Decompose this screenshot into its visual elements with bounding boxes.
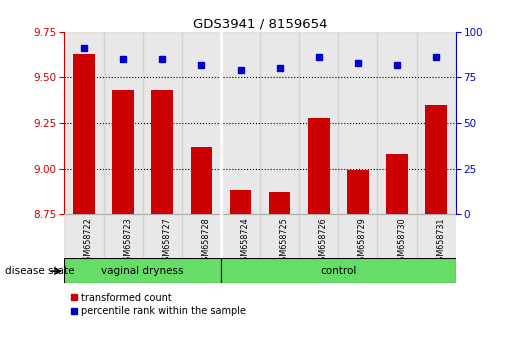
Text: GSM658724: GSM658724 [241,218,249,266]
Text: control: control [320,266,356,276]
Text: GSM658730: GSM658730 [397,218,406,266]
Text: GSM658727: GSM658727 [162,218,171,267]
Bar [221,258,456,283]
Bar [64,258,221,283]
Bar [425,105,447,214]
Bar [377,32,417,214]
Bar [417,32,456,214]
Bar [73,54,95,214]
Text: disease state: disease state [5,266,75,276]
Text: GSM658726: GSM658726 [319,218,328,266]
Bar [112,90,134,214]
Bar [338,32,377,214]
Bar [104,32,143,214]
Bar [299,32,338,214]
Text: GSM658729: GSM658729 [358,218,367,267]
Text: vaginal dryness: vaginal dryness [101,266,184,276]
Bar [143,32,182,214]
Text: GSM658725: GSM658725 [280,218,288,267]
Text: GSM658722: GSM658722 [84,218,93,267]
Bar [143,214,182,258]
Bar [417,214,456,258]
Legend: transformed count, percentile rank within the sample: transformed count, percentile rank withi… [69,292,247,318]
Title: GDS3941 / 8159654: GDS3941 / 8159654 [193,18,328,31]
Bar [221,32,260,214]
Text: GSM658731: GSM658731 [436,218,445,266]
Bar [377,214,417,258]
Bar [299,214,338,258]
Bar [386,154,408,214]
Bar [104,214,143,258]
Bar [151,90,173,214]
Bar [230,190,251,214]
Bar [182,214,221,258]
Bar [269,192,290,214]
Bar [64,214,104,258]
Bar [260,214,299,258]
Bar [260,32,299,214]
Bar [182,32,221,214]
Text: GSM658728: GSM658728 [201,218,210,266]
Bar [64,32,104,214]
Bar [191,147,212,214]
Bar [338,214,377,258]
Bar [308,118,330,214]
Bar [347,170,369,214]
Bar [221,214,260,258]
Text: GSM658723: GSM658723 [123,218,132,266]
